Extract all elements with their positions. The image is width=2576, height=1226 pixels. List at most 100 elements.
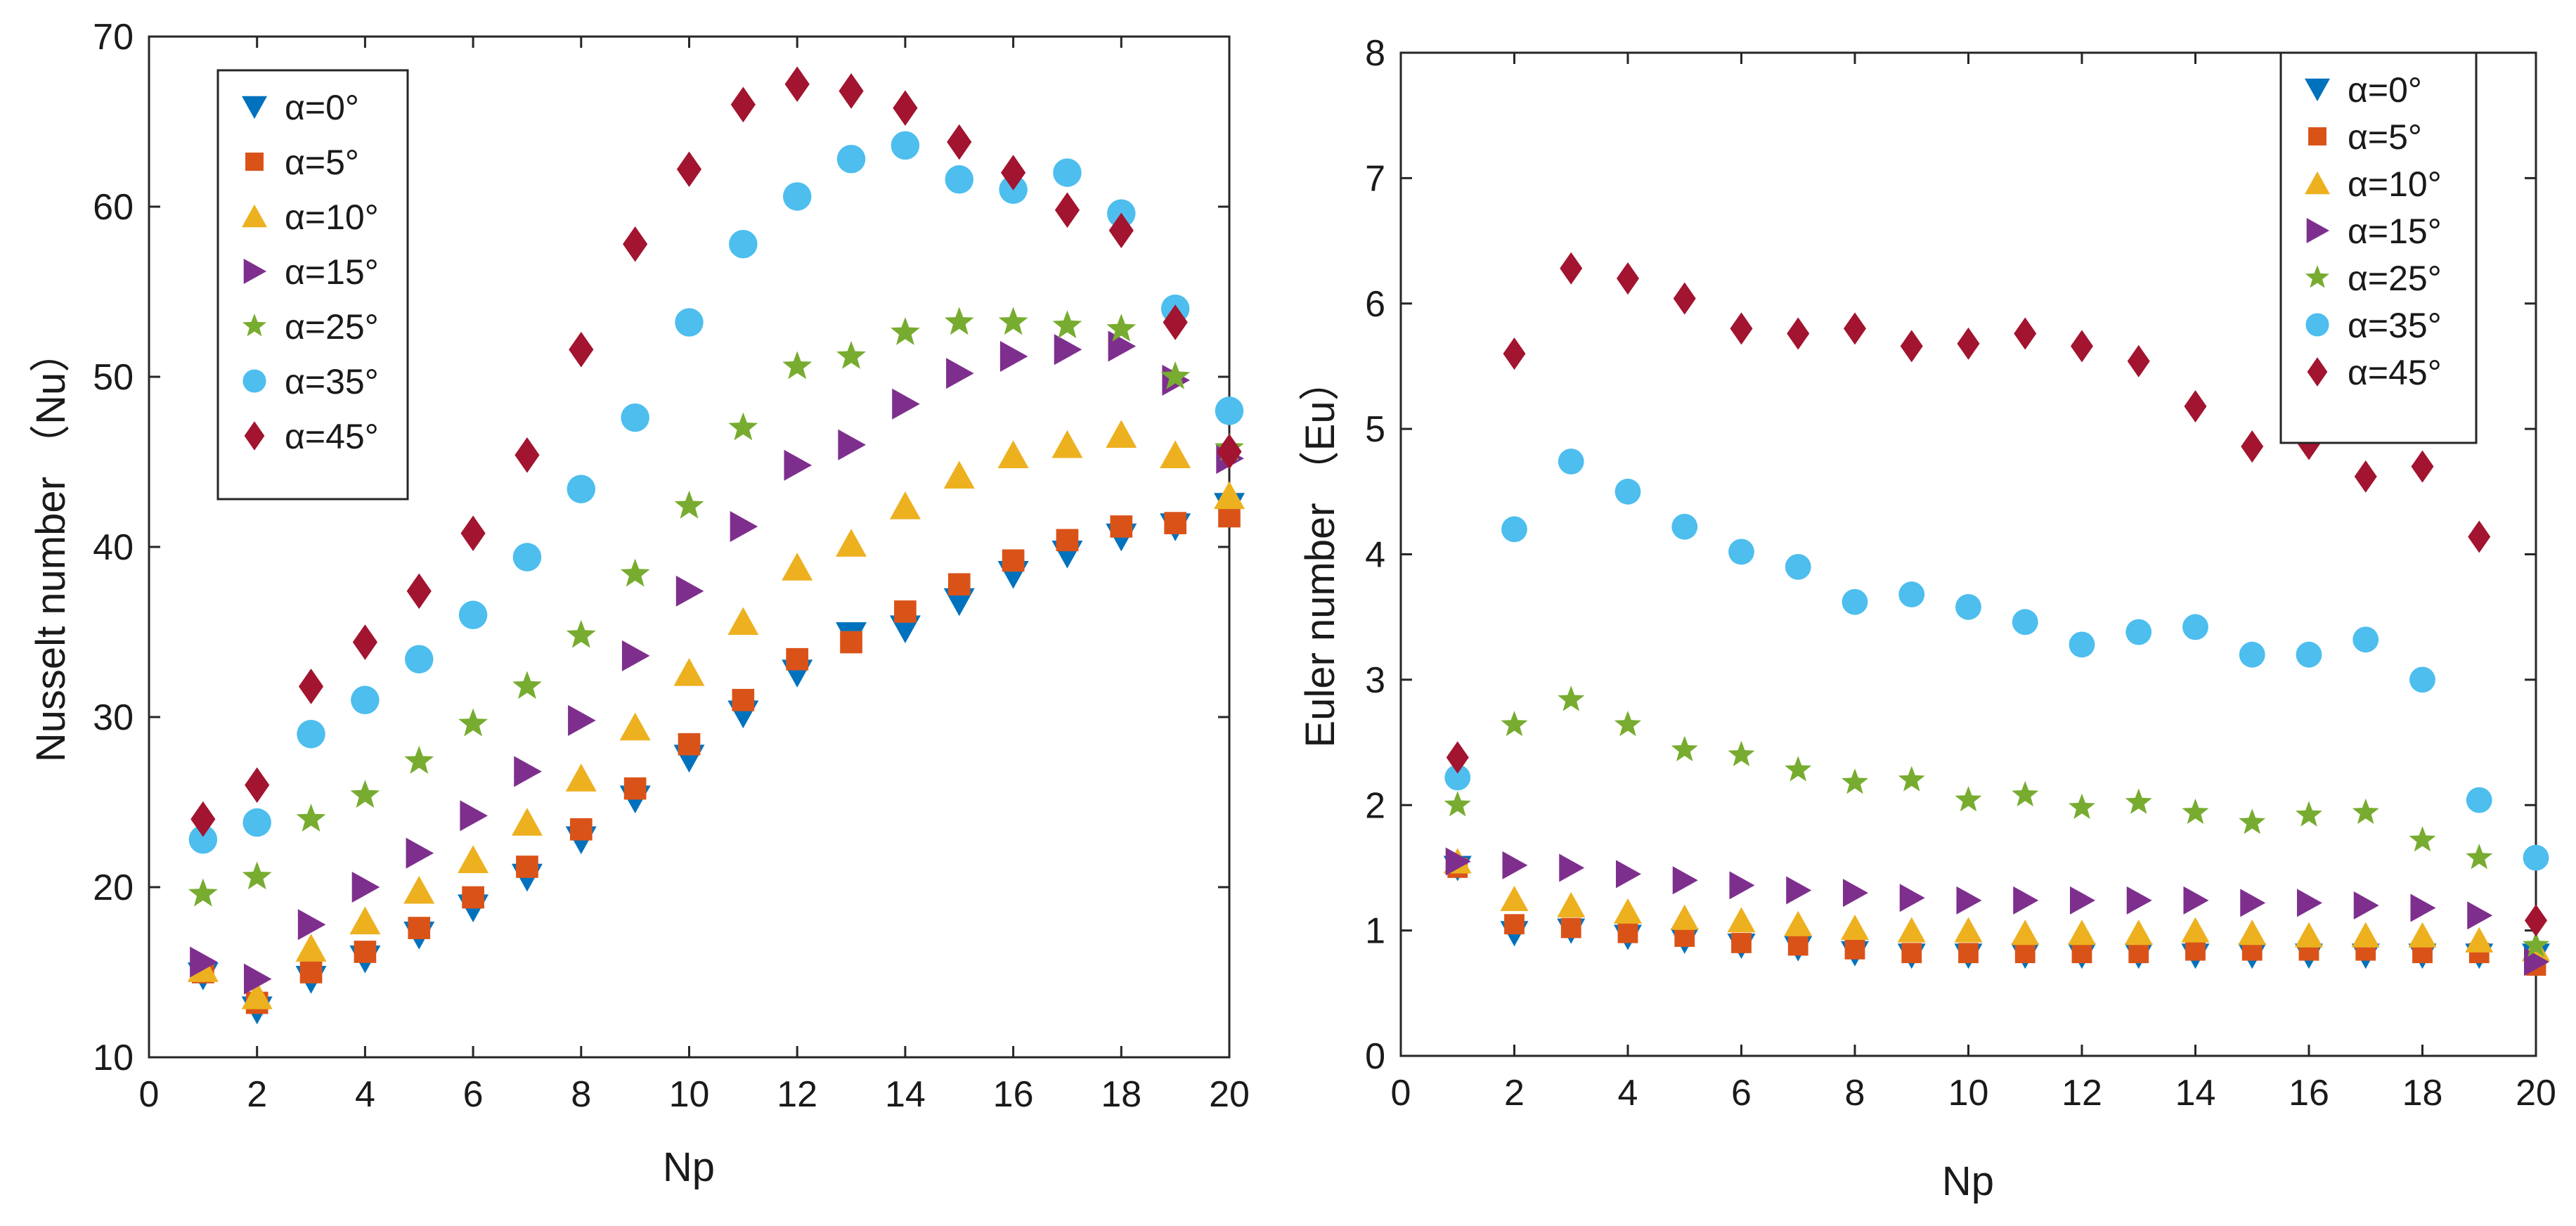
nusselt-point-s6 xyxy=(245,767,270,804)
euler-point-s3 xyxy=(1956,886,1982,915)
nusselt-point-s3 xyxy=(999,340,1028,372)
euler-point-s1 xyxy=(1787,935,1808,956)
euler-point-s4 xyxy=(1841,768,1869,794)
euler-x-tick-label: 8 xyxy=(1845,1073,1865,1114)
euler-point-s4 xyxy=(2466,844,2493,870)
nusselt-point-s5 xyxy=(782,182,812,211)
nusselt-point-s1 xyxy=(354,941,377,963)
nusselt-x-axis-label: Np xyxy=(663,1144,715,1190)
nusselt-point-s2 xyxy=(241,981,273,1009)
nusselt-point-s1 xyxy=(894,600,917,623)
euler-point-s2 xyxy=(1954,917,1983,943)
nusselt-point-s6 xyxy=(190,801,216,837)
euler-point-s2 xyxy=(1897,917,1926,943)
euler-legend-label: α=0° xyxy=(2348,70,2422,110)
nusselt-point-s1 xyxy=(623,777,647,800)
euler-point-s2 xyxy=(1670,904,1699,930)
euler-point-s3 xyxy=(1672,866,1698,895)
euler-legend-label: α=45° xyxy=(2348,353,2442,392)
euler-x-tick-label: 2 xyxy=(1504,1073,1525,1114)
nusselt-point-s1 xyxy=(1164,512,1186,534)
euler-y-tick-label: 6 xyxy=(1365,284,1385,325)
nusselt-point-s3 xyxy=(784,449,813,481)
nusselt-point-s6 xyxy=(406,573,432,609)
nusselt-legend-label: α=10° xyxy=(285,198,379,237)
nusselt-point-s2 xyxy=(673,658,705,686)
euler-point-s2 xyxy=(1841,915,1869,941)
nusselt-x-tick-label: 16 xyxy=(993,1074,1034,1115)
euler-point-s5 xyxy=(1728,538,1754,565)
euler-x-tick-label: 12 xyxy=(2062,1073,2102,1114)
euler-point-s5 xyxy=(2466,787,2492,813)
nusselt-point-s5 xyxy=(188,825,218,854)
nusselt-point-s2 xyxy=(619,712,651,741)
euler-y-tick-label: 8 xyxy=(1365,33,1385,74)
nusselt-legend-box xyxy=(216,69,409,501)
euler-legend-marker xyxy=(2305,171,2330,195)
nusselt-y-tick-label: 10 xyxy=(93,1038,134,1078)
nusselt-y-tick-label: 40 xyxy=(93,527,134,568)
euler-y-tick-label: 0 xyxy=(1365,1036,1385,1077)
nusselt-point-s6 xyxy=(352,624,377,660)
euler-point-s4 xyxy=(2239,808,2266,834)
nusselt-point-s2 xyxy=(889,491,921,520)
euler-point-s6 xyxy=(1560,252,1583,285)
euler-point-s3 xyxy=(2126,886,2152,915)
nusselt-point-s1 xyxy=(1056,529,1079,552)
nusselt-point-s4 xyxy=(1052,310,1082,339)
nusselt-x-tick-label: 6 xyxy=(463,1074,484,1115)
euler-point-s4 xyxy=(1785,756,1812,782)
euler-point-s1 xyxy=(2014,943,2035,964)
euler-point-s4 xyxy=(2068,793,2096,819)
nusselt-x-tick-label: 18 xyxy=(1101,1074,1141,1115)
euler-point-s2 xyxy=(2124,920,2153,946)
euler-point-s5 xyxy=(1444,764,1471,791)
nusselt-point-s3 xyxy=(1054,334,1082,366)
euler-point-s4 xyxy=(1614,711,1642,737)
euler-point-s6 xyxy=(2184,390,2207,423)
nusselt-point-s5 xyxy=(675,308,704,337)
euler-point-s1 xyxy=(1958,943,1979,964)
nusselt-point-s3 xyxy=(621,640,650,671)
nusselt-point-s3 xyxy=(190,946,218,978)
euler-point-s6 xyxy=(2525,904,2547,937)
nusselt-point-s3 xyxy=(946,358,974,389)
nusselt-point-s6 xyxy=(298,669,324,704)
euler-point-s5 xyxy=(1501,516,1527,543)
nusselt-point-s2 xyxy=(1214,481,1245,510)
nusselt-y-tick-label: 20 xyxy=(93,867,134,908)
euler-legend-label: α=15° xyxy=(2348,212,2442,251)
euler-point-s2 xyxy=(2068,920,2096,946)
euler-point-s5 xyxy=(1842,588,1868,615)
nusselt-point-s2 xyxy=(565,763,597,792)
nusselt-point-s2 xyxy=(403,875,435,904)
euler-point-s3 xyxy=(2013,886,2039,915)
euler-point-s3 xyxy=(1559,853,1585,882)
nusselt-point-s1 xyxy=(840,631,862,654)
nusselt-point-s5 xyxy=(458,600,488,630)
nusselt-point-s2 xyxy=(1160,440,1191,469)
nusselt-point-s4 xyxy=(890,317,920,345)
nusselt-point-s4 xyxy=(998,306,1028,335)
euler-point-s3 xyxy=(1899,884,1925,912)
nusselt-point-s6 xyxy=(947,124,972,160)
euler-point-s4 xyxy=(2295,801,2323,827)
euler-point-s2 xyxy=(2465,927,2494,953)
nusselt-x-tick-label: 14 xyxy=(885,1074,926,1115)
nusselt-point-s4 xyxy=(1106,314,1137,342)
euler-point-s6 xyxy=(1957,327,1980,360)
euler-point-s5 xyxy=(2069,631,2095,658)
nusselt-legend-label: α=45° xyxy=(285,417,379,456)
euler-legend-marker xyxy=(2305,78,2330,102)
euler-point-s4 xyxy=(2125,788,2152,814)
nusselt-legend-marker xyxy=(245,153,264,171)
euler-point-s5 xyxy=(1614,478,1641,505)
nusselt-point-s3 xyxy=(892,388,920,420)
euler-point-s2 xyxy=(2295,922,2323,948)
nusselt-point-s5 xyxy=(351,685,380,715)
nusselt-point-s6 xyxy=(1054,192,1080,228)
euler-point-s3 xyxy=(1729,871,1755,900)
euler-point-s5 xyxy=(1558,449,1584,475)
euler-legend-marker xyxy=(2305,265,2330,288)
